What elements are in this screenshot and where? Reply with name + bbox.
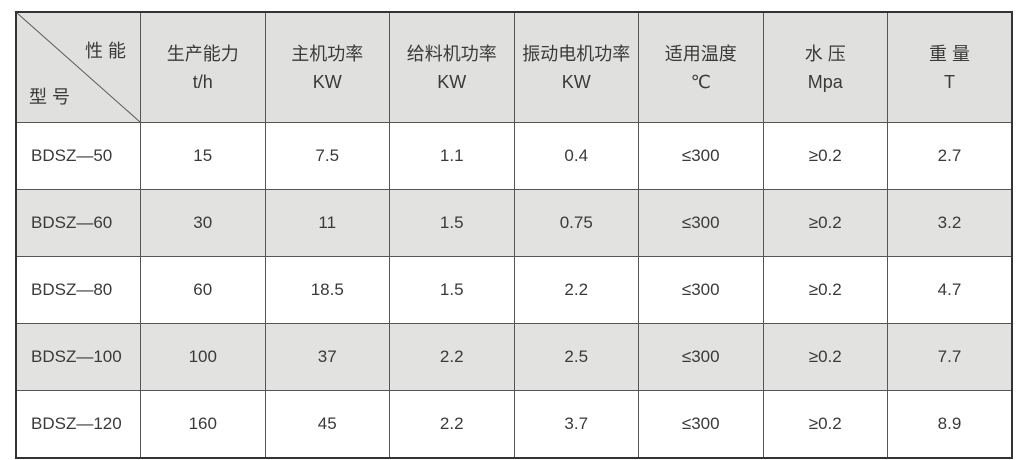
value-cell: 2.2 bbox=[389, 390, 515, 459]
column-unit: KW bbox=[312, 71, 342, 92]
value-cell: 2.2 bbox=[389, 323, 515, 391]
column-name: 给料机功率 bbox=[406, 43, 497, 64]
value-cell: 3.2 bbox=[887, 189, 1013, 257]
value-cell: ≤300 bbox=[638, 390, 764, 459]
table-row: BDSZ—120 160 45 2.2 3.7 ≤300 ≥0.2 8.9 bbox=[15, 390, 1013, 459]
value-cell: 3.7 bbox=[513, 390, 639, 459]
table-row: BDSZ—50 15 7.5 1.1 0.4 ≤300 ≥0.2 2.7 bbox=[15, 122, 1013, 190]
model-cell: BDSZ—80 bbox=[15, 256, 141, 324]
value-cell: 0.4 bbox=[513, 122, 639, 190]
value-cell: 100 bbox=[140, 323, 266, 391]
column-name: 适用温度 bbox=[664, 43, 737, 64]
table-row: BDSZ—80 60 18.5 1.5 2.2 ≤300 ≥0.2 4.7 bbox=[15, 256, 1013, 324]
table-row: BDSZ—60 30 11 1.5 0.75 ≤300 ≥0.2 3.2 bbox=[15, 189, 1013, 257]
column-unit: ℃ bbox=[690, 71, 711, 92]
value-cell: 0.75 bbox=[513, 189, 639, 257]
column-name: 重 量 bbox=[928, 43, 970, 64]
value-cell: ≥0.2 bbox=[762, 390, 888, 459]
header-row: 性 能 型 号 生产能力 t/h 主机功率 KW 给料机功率 KW 振动电机功率 KW 适用温度… bbox=[15, 11, 1013, 123]
value-cell: ≤300 bbox=[638, 189, 764, 257]
value-cell: 160 bbox=[140, 390, 266, 459]
column-header: 适用温度 ℃ bbox=[638, 11, 764, 123]
value-cell: 4.7 bbox=[887, 256, 1013, 324]
value-cell: 2.7 bbox=[887, 122, 1013, 190]
column-name: 水 压 bbox=[804, 43, 846, 64]
value-cell: 60 bbox=[140, 256, 266, 324]
value-cell: 1.5 bbox=[389, 189, 515, 257]
model-cell: BDSZ—50 bbox=[15, 122, 141, 190]
value-cell: ≤300 bbox=[638, 256, 764, 324]
value-cell: 45 bbox=[264, 390, 390, 459]
spec-table: 性 能 型 号 生产能力 t/h 主机功率 KW 给料机功率 KW 振动电机功率 KW 适用温度… bbox=[15, 11, 1013, 459]
column-unit: T bbox=[944, 71, 955, 92]
column-header: 主机功率 KW bbox=[264, 11, 390, 123]
column-unit: KW bbox=[561, 71, 591, 92]
column-unit: KW bbox=[437, 71, 467, 92]
value-cell: ≥0.2 bbox=[762, 256, 888, 324]
value-cell: ≥0.2 bbox=[762, 323, 888, 391]
column-name: 主机功率 bbox=[291, 43, 364, 64]
column-header: 给料机功率 KW bbox=[389, 11, 515, 123]
value-cell: ≤300 bbox=[638, 323, 764, 391]
value-cell: 37 bbox=[264, 323, 390, 391]
model-cell: BDSZ—120 bbox=[15, 390, 141, 459]
value-cell: ≥0.2 bbox=[762, 122, 888, 190]
value-cell: 7.7 bbox=[887, 323, 1013, 391]
value-cell: 1.1 bbox=[389, 122, 515, 190]
value-cell: 7.5 bbox=[264, 122, 390, 190]
column-header: 生产能力 t/h bbox=[140, 11, 266, 123]
column-unit: t/h bbox=[192, 71, 213, 92]
model-cell: BDSZ—100 bbox=[15, 323, 141, 391]
column-name: 振动电机功率 bbox=[522, 43, 631, 64]
corner-header: 性 能 型 号 bbox=[15, 11, 141, 123]
diagonal-divider bbox=[17, 13, 140, 122]
value-cell: 2.2 bbox=[513, 256, 639, 324]
value-cell: 2.5 bbox=[513, 323, 639, 391]
column-name: 生产能力 bbox=[166, 43, 239, 64]
column-header: 振动电机功率 KW bbox=[513, 11, 639, 123]
value-cell: 15 bbox=[140, 122, 266, 190]
column-unit: Mpa bbox=[807, 71, 843, 92]
value-cell: 18.5 bbox=[264, 256, 390, 324]
value-cell: 1.5 bbox=[389, 256, 515, 324]
corner-model-label: 型 号 bbox=[29, 87, 71, 107]
value-cell: ≥0.2 bbox=[762, 189, 888, 257]
column-header: 水 压 Mpa bbox=[762, 11, 888, 123]
corner-performance-label: 性 能 bbox=[84, 41, 126, 61]
value-cell: ≤300 bbox=[638, 122, 764, 190]
value-cell: 8.9 bbox=[887, 390, 1013, 459]
value-cell: 30 bbox=[140, 189, 266, 257]
column-header: 重 量 T bbox=[887, 11, 1013, 123]
table-row: BDSZ—100 100 37 2.2 2.5 ≤300 ≥0.2 7.7 bbox=[15, 323, 1013, 391]
model-cell: BDSZ—60 bbox=[15, 189, 141, 257]
value-cell: 11 bbox=[264, 189, 390, 257]
